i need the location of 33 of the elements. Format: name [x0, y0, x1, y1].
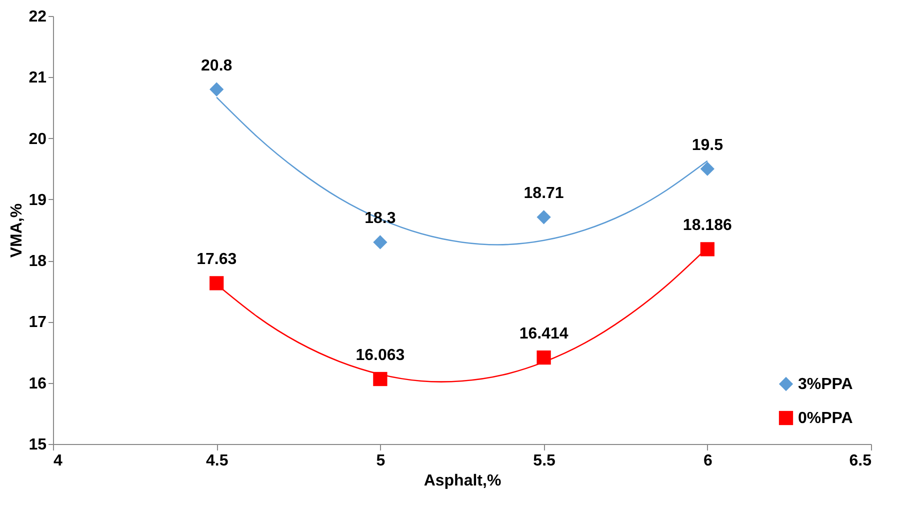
data-label: 18.186 — [682, 217, 732, 234]
legend-label: 0%PPA — [798, 410, 854, 427]
y-tick-label: 18 — [28, 253, 47, 270]
x-tick-label: 5.5 — [533, 452, 556, 470]
legend-label: 3%PPA — [798, 376, 854, 393]
point — [373, 372, 388, 386]
y-axis-title: VMA,% — [8, 203, 26, 258]
data-label: 20.8 — [201, 57, 232, 74]
data-label: 18.71 — [524, 185, 564, 202]
point — [700, 242, 714, 256]
point — [210, 82, 224, 96]
x-tick-label: 6.5 — [849, 452, 872, 470]
data-label: 19.5 — [692, 136, 724, 154]
y-tick-label: 22 — [28, 8, 47, 26]
x-tick-label: 5 — [376, 452, 386, 470]
data-label: 16.063 — [356, 347, 405, 364]
y-tick-label: 20 — [28, 130, 47, 148]
y-tick-label: 16 — [28, 375, 47, 392]
y-tick-label: 19 — [28, 192, 47, 209]
y-tick-label: 21 — [28, 70, 47, 87]
point — [210, 276, 224, 290]
data-label: 17.63 — [196, 251, 237, 268]
point — [536, 350, 551, 365]
x-axis-title: Asphalt,% — [424, 472, 502, 490]
y-tick-label: 15 — [28, 436, 47, 454]
x-tick-label: 4 — [54, 452, 62, 470]
data-label: 16.414 — [519, 326, 568, 343]
x-tick-label: 6 — [703, 452, 712, 470]
point — [700, 162, 714, 176]
x-tick-label: 4.5 — [206, 452, 228, 470]
point — [536, 210, 551, 224]
y-tick-label: 17 — [28, 314, 47, 332]
point — [373, 235, 388, 250]
